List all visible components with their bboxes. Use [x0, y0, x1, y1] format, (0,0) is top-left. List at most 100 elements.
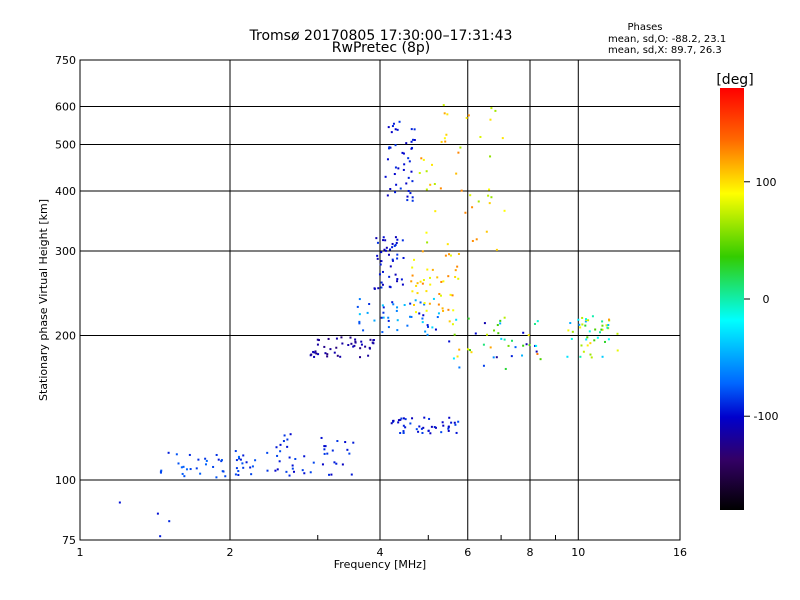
data-point — [577, 318, 580, 321]
data-point — [310, 353, 313, 356]
y-axis: 75 100 200 300 400 500 600 750 — [55, 54, 76, 547]
data-point — [367, 354, 370, 357]
data-point — [571, 330, 574, 333]
data-point — [294, 457, 297, 460]
data-point — [402, 168, 405, 171]
data-point — [444, 254, 447, 257]
data-point — [579, 355, 582, 358]
data-point — [503, 316, 506, 319]
data-point — [373, 319, 376, 322]
x-axis: 1 2 4 6 8 10 16 — [77, 546, 688, 559]
data-point — [411, 266, 414, 269]
data-point — [447, 425, 450, 428]
data-point — [378, 273, 381, 276]
data-point — [336, 440, 339, 443]
data-point — [522, 344, 525, 347]
data-point — [234, 473, 237, 476]
data-point — [607, 323, 610, 326]
data-point — [411, 180, 414, 183]
data-point — [514, 346, 517, 349]
data-point — [333, 351, 336, 354]
data-point — [567, 329, 570, 332]
data-point — [586, 344, 589, 347]
data-point — [402, 424, 405, 427]
data-point — [177, 462, 180, 465]
data-point — [159, 535, 162, 538]
data-point — [494, 109, 497, 112]
data-point — [350, 473, 353, 476]
data-point — [275, 446, 278, 449]
data-point — [392, 419, 395, 422]
data-point — [443, 112, 446, 115]
data-point — [274, 469, 277, 472]
data-point — [486, 333, 489, 336]
data-point — [539, 358, 542, 361]
data-point — [407, 189, 410, 192]
data-point — [376, 257, 379, 260]
data-point — [415, 284, 418, 287]
data-point — [448, 340, 451, 343]
data-point — [353, 344, 356, 347]
data-point — [234, 450, 237, 453]
data-point — [584, 324, 587, 327]
data-point — [245, 461, 248, 464]
data-point — [235, 459, 238, 462]
data-point — [601, 328, 604, 331]
data-point — [410, 170, 413, 173]
data-point — [382, 306, 385, 309]
colorbar-tick-label: 0 — [763, 293, 770, 306]
data-point — [587, 319, 590, 322]
data-point — [402, 417, 405, 420]
data-point — [590, 356, 593, 359]
data-point — [406, 199, 409, 202]
data-point — [410, 140, 413, 143]
data-point — [400, 417, 403, 420]
data-point — [525, 343, 528, 346]
data-point — [431, 268, 434, 271]
data-point — [457, 277, 460, 280]
data-point — [303, 455, 306, 458]
data-point — [382, 236, 385, 239]
data-point — [185, 468, 188, 471]
x-tick-label: 2 — [227, 546, 234, 559]
data-point — [358, 313, 361, 316]
data-point — [440, 431, 443, 434]
data-point — [387, 316, 390, 319]
data-point — [291, 464, 294, 467]
data-point — [239, 458, 242, 461]
data-point — [607, 338, 610, 341]
x-tick-label: 8 — [527, 546, 534, 559]
data-point — [395, 309, 398, 312]
stats-x: mean, sd,X: 89.7, 26.3 — [608, 45, 722, 56]
data-point — [197, 458, 200, 461]
data-point — [416, 282, 419, 285]
data-point — [422, 426, 425, 429]
data-point — [398, 120, 401, 123]
data-point — [522, 331, 525, 334]
data-point — [422, 279, 425, 282]
data-point — [479, 135, 482, 138]
data-point — [423, 303, 426, 306]
data-point — [352, 441, 355, 444]
data-point — [606, 326, 609, 329]
data-point — [156, 512, 159, 515]
data-point — [399, 418, 402, 421]
data-point — [358, 320, 361, 323]
data-point — [237, 473, 240, 476]
data-point — [584, 320, 587, 323]
y-tick-label: 750 — [55, 54, 76, 67]
data-point — [182, 465, 185, 468]
data-point — [436, 276, 439, 279]
data-point — [453, 421, 456, 424]
data-point — [389, 248, 392, 251]
data-point — [423, 416, 426, 419]
data-point — [279, 450, 282, 453]
data-point — [448, 253, 451, 256]
data-point — [329, 348, 332, 351]
data-point — [402, 431, 405, 434]
data-point — [222, 470, 225, 473]
data-point — [189, 468, 192, 471]
data-point — [358, 298, 361, 301]
data-point — [346, 448, 349, 451]
